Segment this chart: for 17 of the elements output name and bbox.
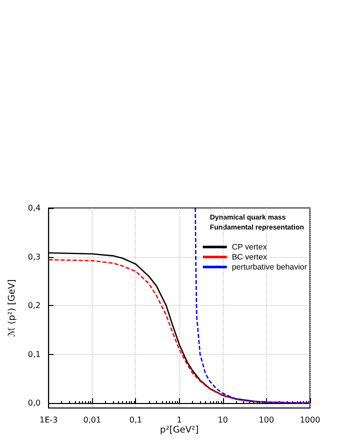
legend-label: CP vertex bbox=[232, 242, 267, 252]
y-tick-label: 0,0 bbox=[28, 398, 41, 408]
x-tick-label: 1 bbox=[176, 416, 182, 424]
x-tick-label: 0,01 bbox=[83, 416, 102, 424]
legend-label: BC vertex bbox=[232, 252, 267, 262]
y-tick-label: 0,1 bbox=[28, 350, 41, 359]
y-axis-title: ℳ (p²) [GeV] bbox=[8, 279, 18, 337]
legend-label: perturbative behavior bbox=[232, 262, 308, 272]
x-axis-title: p²[GeV²] bbox=[160, 426, 199, 436]
x-tick-label: 0,1 bbox=[129, 416, 142, 424]
y-tick-label: 0,3 bbox=[28, 252, 41, 262]
x-tick-label: 10 bbox=[218, 416, 228, 424]
x-tick-label: 100 bbox=[258, 416, 274, 424]
x-tick-label: 1000 bbox=[300, 416, 320, 424]
x-tick-label: 1E-3 bbox=[40, 416, 58, 424]
y-tick-label: 0,2 bbox=[28, 301, 41, 310]
y-tick-label: 0,4 bbox=[28, 204, 41, 212]
